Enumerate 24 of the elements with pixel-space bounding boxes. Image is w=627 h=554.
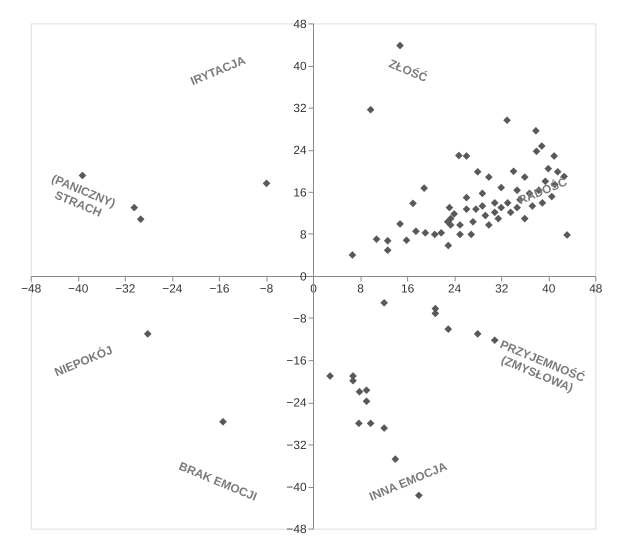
x-tick-label: −32 [115,281,136,296]
x-tick-label: −24 [162,281,183,296]
y-tick-label: 40 [293,58,307,73]
x-tick-label: −8 [260,281,274,296]
x-tick-label: 24 [448,281,462,296]
x-tick-label: 16 [400,281,415,296]
x-tick-label: 40 [542,281,556,296]
y-tick-label: 24 [293,143,307,158]
y-tick-label: 8 [300,227,307,242]
x-tick-label: −40 [68,281,89,296]
x-tick-label: −48 [21,281,42,296]
y-tick-label: −40 [286,480,307,494]
x-tick-label: −16 [209,281,230,296]
y-tick-label: −32 [286,438,307,452]
x-tick-label: 32 [495,281,508,296]
y-tick-label: 32 [293,101,307,116]
y-tick-label: −8 [293,312,307,326]
x-tick-label: 8 [357,281,364,296]
x-tick-label: 48 [589,281,603,296]
y-tick-label: 48 [293,16,307,31]
y-tick-label: −48 [286,522,307,536]
y-tick-label: −16 [286,354,307,368]
y-tick-label: −24 [286,396,307,410]
y-tick-label: 16 [293,185,307,200]
